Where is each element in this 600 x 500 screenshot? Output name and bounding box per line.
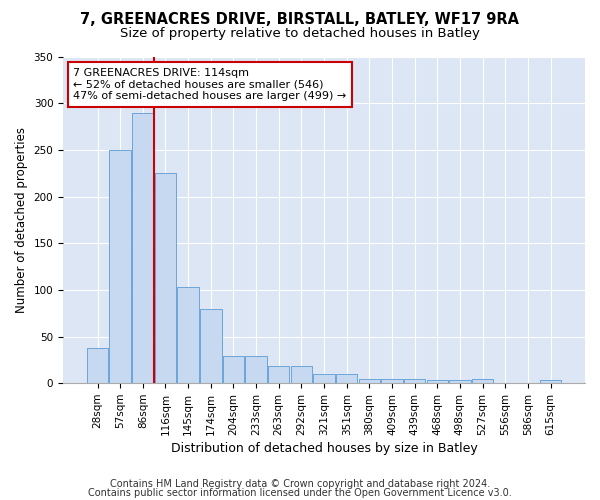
Bar xyxy=(472,380,493,383)
Bar xyxy=(87,348,108,383)
Bar xyxy=(178,287,199,383)
Bar xyxy=(404,380,425,383)
Bar xyxy=(245,356,267,383)
Text: Contains public sector information licensed under the Open Government Licence v3: Contains public sector information licen… xyxy=(88,488,512,498)
Bar xyxy=(200,310,221,383)
Bar xyxy=(336,374,358,383)
Bar xyxy=(381,378,403,383)
Bar xyxy=(449,380,470,383)
Bar xyxy=(290,366,312,383)
Text: Size of property relative to detached houses in Batley: Size of property relative to detached ho… xyxy=(120,28,480,40)
Bar xyxy=(155,173,176,383)
Text: 7, GREENACRES DRIVE, BIRSTALL, BATLEY, WF17 9RA: 7, GREENACRES DRIVE, BIRSTALL, BATLEY, W… xyxy=(80,12,520,28)
Bar xyxy=(109,150,131,383)
Bar xyxy=(359,378,380,383)
X-axis label: Distribution of detached houses by size in Batley: Distribution of detached houses by size … xyxy=(170,442,478,455)
Text: Contains HM Land Registry data © Crown copyright and database right 2024.: Contains HM Land Registry data © Crown c… xyxy=(110,479,490,489)
Bar xyxy=(540,380,561,383)
Y-axis label: Number of detached properties: Number of detached properties xyxy=(15,127,28,313)
Bar xyxy=(427,380,448,383)
Bar xyxy=(268,366,289,383)
Bar xyxy=(223,356,244,383)
Text: 7 GREENACRES DRIVE: 114sqm
← 52% of detached houses are smaller (546)
47% of sem: 7 GREENACRES DRIVE: 114sqm ← 52% of deta… xyxy=(73,68,347,101)
Bar xyxy=(132,112,154,383)
Bar xyxy=(313,374,335,383)
